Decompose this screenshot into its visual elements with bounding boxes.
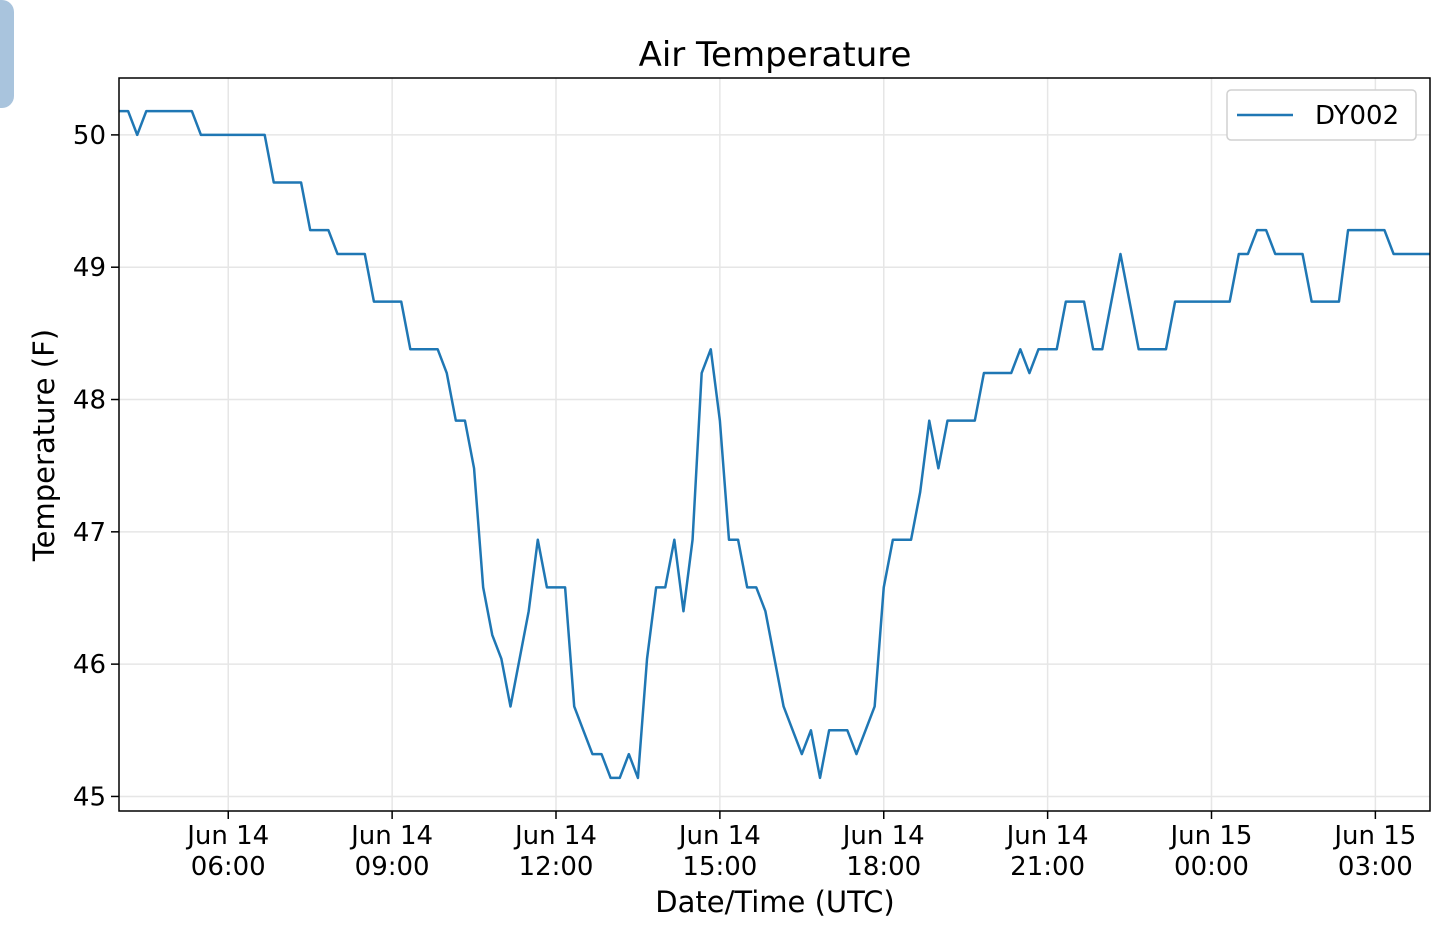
y-tick-label: 48 xyxy=(73,386,106,416)
y-tick-label: 46 xyxy=(73,650,106,680)
x-tick-label: Jun 14 12:00 xyxy=(513,821,597,882)
y-tick-label: 50 xyxy=(73,121,106,151)
plot-frame xyxy=(118,77,1431,812)
x-tick-label: Jun 14 21:00 xyxy=(1005,821,1089,882)
x-tick-label: Jun 14 06:00 xyxy=(185,821,269,882)
legend-label: DY002 xyxy=(1315,101,1399,131)
y-tick-label: 49 xyxy=(73,253,106,283)
side-tab xyxy=(0,0,14,108)
x-tick-label: Jun 14 09:00 xyxy=(349,821,433,882)
y-tick-label: 47 xyxy=(73,518,106,548)
y-tick-label: 45 xyxy=(73,782,106,812)
x-axis-label: Date/Time (UTC) xyxy=(655,885,894,919)
x-tick-label: Jun 14 18:00 xyxy=(841,821,925,882)
legend-box xyxy=(1226,89,1417,141)
chart-title: Air Temperature xyxy=(639,35,912,75)
y-axis-label: Temperature (F) xyxy=(27,329,61,562)
x-tick-label: Jun 14 15:00 xyxy=(677,821,761,882)
x-tick-label: Jun 15 03:00 xyxy=(1332,821,1416,882)
x-tick-label: Jun 15 00:00 xyxy=(1169,821,1253,882)
data-line xyxy=(119,109,1430,780)
